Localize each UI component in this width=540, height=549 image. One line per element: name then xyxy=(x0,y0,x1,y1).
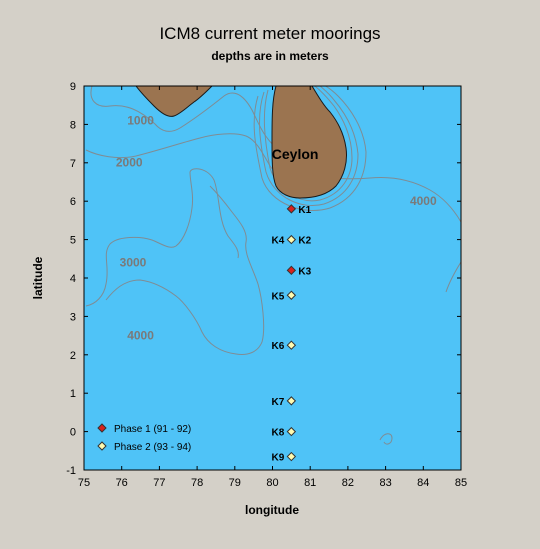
legend-label-phase2: Phase 2 (93 - 94) xyxy=(114,442,191,453)
x-tick-label: 82 xyxy=(342,477,354,489)
contour-4000-west xyxy=(105,185,265,355)
contour-1000 xyxy=(90,86,277,149)
india-landmass xyxy=(135,86,213,117)
x-tick-label: 84 xyxy=(417,477,429,489)
contour-label: 2000 xyxy=(116,156,143,170)
contour-east-edge xyxy=(445,261,461,293)
legend: Phase 1 (91 - 92) Phase 2 (93 - 94) xyxy=(97,423,191,453)
bathymetry-layer xyxy=(85,86,461,445)
x-axis-title: longitude xyxy=(245,503,299,517)
mooring-marker-k8 xyxy=(286,426,297,437)
y-tick-label: 2 xyxy=(70,350,76,362)
y-tick-label: 1 xyxy=(70,388,76,400)
mooring-label-k5: K5 xyxy=(272,291,285,302)
ceylon-shelf-2 xyxy=(259,86,359,206)
x-tick-label: 81 xyxy=(304,477,316,489)
mooring-marker-k9 xyxy=(286,451,297,462)
y-tick-label: 7 xyxy=(70,158,76,170)
contour-2000 xyxy=(85,133,295,177)
x-tick-label: 77 xyxy=(153,477,165,489)
contour-seamount xyxy=(379,433,393,445)
legend-label-phase1: Phase 1 (91 - 92) xyxy=(114,424,191,435)
mooring-marker-k7 xyxy=(286,396,297,406)
x-tick-label: 76 xyxy=(116,477,128,489)
mooring-marker-k4 xyxy=(286,234,297,245)
mooring-points: K1 K3 K4 K2 K5 K6 K7 K8 K9 xyxy=(272,204,312,464)
mooring-label-k7: K7 xyxy=(272,397,285,408)
mooring-marker-k1 xyxy=(286,204,297,214)
legend-marker-phase1 xyxy=(97,423,107,433)
chart-subtitle: depths are in meters xyxy=(211,49,329,63)
ceylon-landmass xyxy=(271,86,347,199)
mooring-label-k6: K6 xyxy=(272,341,285,352)
y-axis-title: latitude xyxy=(31,256,45,299)
x-tick-label: 85 xyxy=(455,477,467,489)
mooring-label-k2: K2 xyxy=(298,236,311,247)
depth-contours xyxy=(85,86,461,445)
contour-label: 4000 xyxy=(410,194,437,208)
mooring-label-k1: K1 xyxy=(298,205,311,216)
x-tick-label: 78 xyxy=(191,477,203,489)
mooring-label-k8: K8 xyxy=(272,428,285,439)
mooring-marker-k5 xyxy=(286,290,297,300)
mooring-marker-k3 xyxy=(286,265,297,276)
y-tick-label: 6 xyxy=(70,196,76,208)
mooring-label-k3: K3 xyxy=(298,266,311,277)
mooring-marker-k6 xyxy=(286,340,297,350)
legend-marker-phase2 xyxy=(97,441,107,451)
y-tick-label: -1 xyxy=(66,465,76,477)
y-tick-label: 3 xyxy=(70,311,76,323)
mooring-label-k4: K4 xyxy=(272,236,285,247)
land-labels: Ceylon xyxy=(272,146,319,162)
chart-title: ICM8 current meter moorings xyxy=(159,24,381,43)
y-tick-label: 9 xyxy=(70,81,76,93)
contour-label: 1000 xyxy=(127,113,154,127)
contour-3000 xyxy=(85,168,239,307)
x-tick-label: 80 xyxy=(266,477,278,489)
y-tick-label: 5 xyxy=(70,235,76,247)
x-tick-label: 83 xyxy=(379,477,391,489)
ceylon-label: Ceylon xyxy=(272,146,319,162)
x-tick-label: 79 xyxy=(229,477,241,489)
ceylon-shelf-3 xyxy=(253,86,367,211)
ceylon-shelf-1 xyxy=(263,86,353,202)
x-tick-label: 75 xyxy=(78,477,90,489)
y-tick-label: 0 xyxy=(70,427,76,439)
y-tick-label: 4 xyxy=(70,273,76,285)
contour-label: 3000 xyxy=(120,255,147,269)
contour-labels: 1000 2000 3000 4000 4000 xyxy=(116,113,437,342)
y-tick-label: 8 xyxy=(70,119,76,131)
contour-label: 4000 xyxy=(127,328,154,342)
mooring-label-k9: K9 xyxy=(272,453,285,464)
